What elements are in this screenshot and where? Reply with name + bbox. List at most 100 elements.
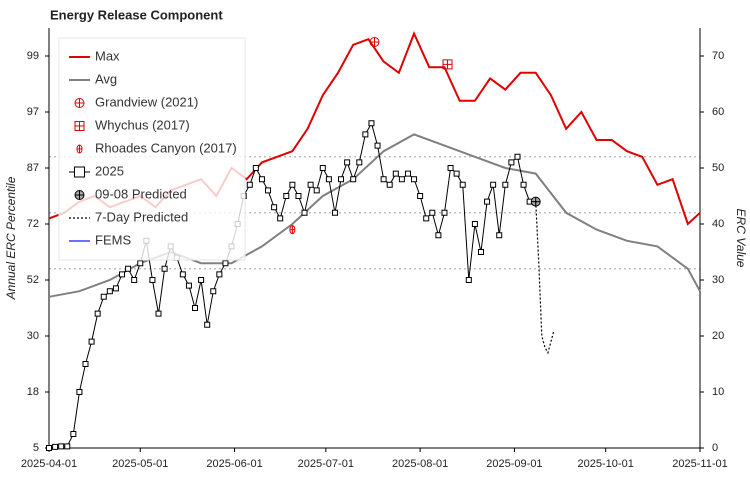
y2-tick-label: 30 bbox=[712, 274, 724, 286]
legend-marker bbox=[74, 98, 85, 108]
y-tick-label: 30 bbox=[27, 330, 39, 342]
data-point bbox=[490, 181, 497, 188]
y-tick-label: 87 bbox=[27, 162, 39, 174]
x-tick-label: 2025-11-01 bbox=[672, 458, 727, 470]
data-point bbox=[325, 176, 332, 183]
data-point bbox=[283, 193, 290, 199]
data-point bbox=[484, 198, 491, 205]
data-point bbox=[119, 271, 126, 278]
legend-label: 7-Day Predicted bbox=[95, 209, 188, 224]
data-point bbox=[161, 265, 168, 272]
data-point bbox=[368, 120, 375, 127]
data-point bbox=[471, 221, 478, 227]
y-tick-label: 52 bbox=[27, 274, 39, 286]
legend-label: Avg bbox=[95, 71, 117, 86]
data-point bbox=[465, 277, 472, 283]
x-tick-label: 2025-08-01 bbox=[392, 458, 448, 470]
data-point bbox=[88, 338, 95, 345]
x-tick-label: 2025-09-01 bbox=[486, 458, 542, 470]
y2-axis-label: ERC Value bbox=[734, 209, 748, 268]
data-point bbox=[137, 260, 144, 267]
x-tick-label: 2025-06-01 bbox=[206, 458, 262, 470]
x-tick-label: 2025-10-01 bbox=[578, 458, 634, 470]
data-point bbox=[380, 176, 387, 183]
data-point bbox=[82, 361, 89, 367]
data-point bbox=[477, 249, 484, 255]
y2-tick-label: 10 bbox=[712, 386, 724, 398]
data-point bbox=[46, 445, 52, 451]
legend-marker bbox=[74, 121, 85, 131]
data-point bbox=[216, 271, 223, 278]
legend-label: Rhoades Canyon (2017) bbox=[95, 140, 237, 155]
data-point bbox=[429, 209, 436, 216]
data-point bbox=[404, 170, 411, 177]
y2-tick-label: 70 bbox=[712, 50, 724, 62]
data-point bbox=[331, 209, 338, 216]
data-point bbox=[58, 443, 65, 450]
legend-label: 2025 bbox=[95, 163, 124, 178]
data-point bbox=[369, 37, 380, 47]
data-point bbox=[496, 232, 503, 239]
data-point bbox=[179, 271, 186, 278]
data-point bbox=[307, 181, 314, 188]
data-point bbox=[319, 165, 326, 171]
data-point bbox=[271, 204, 278, 211]
data-point bbox=[313, 187, 320, 194]
legend-marker bbox=[76, 144, 83, 154]
legend-marker bbox=[74, 190, 85, 200]
data-point bbox=[52, 443, 59, 450]
data-point bbox=[252, 165, 259, 171]
y2-tick-label: 20 bbox=[712, 330, 724, 342]
data-point bbox=[459, 181, 466, 188]
data-point bbox=[350, 176, 357, 183]
data-point bbox=[453, 170, 460, 177]
data-point bbox=[295, 193, 302, 199]
data-point bbox=[411, 176, 418, 183]
data-point bbox=[106, 288, 113, 295]
data-point bbox=[246, 181, 253, 188]
data-point bbox=[447, 165, 454, 171]
data-point bbox=[362, 131, 369, 138]
legend: Max Avg Grandview (2021) Whychus (2017) Rhoa… bbox=[58, 37, 246, 261]
data-point bbox=[155, 310, 162, 317]
legend-box bbox=[58, 37, 246, 261]
y-tick-label: 72 bbox=[27, 218, 39, 230]
data-point bbox=[222, 260, 229, 267]
x-tick-label: 2025-04-01 bbox=[21, 458, 77, 470]
data-point bbox=[76, 389, 83, 395]
x-tick-label: 2025-05-01 bbox=[112, 458, 168, 470]
y2-tick-label: 0 bbox=[712, 442, 718, 454]
data-point bbox=[277, 215, 284, 222]
data-point bbox=[204, 321, 211, 328]
data-point bbox=[185, 282, 192, 289]
data-point bbox=[112, 285, 119, 292]
data-point bbox=[374, 142, 381, 149]
data-point bbox=[435, 232, 442, 239]
y2-tick-label: 60 bbox=[712, 106, 724, 118]
y-tick-label: 97 bbox=[27, 106, 39, 118]
data-point bbox=[386, 181, 393, 188]
data-point bbox=[289, 225, 296, 235]
data-point bbox=[258, 176, 265, 183]
legend-label: Max bbox=[95, 48, 120, 63]
data-point bbox=[520, 181, 527, 188]
y2-tick-label: 40 bbox=[712, 218, 724, 230]
series-line bbox=[535, 201, 555, 355]
data-point bbox=[338, 176, 345, 183]
data-point bbox=[265, 187, 272, 194]
data-point bbox=[64, 443, 71, 450]
chart-title: Energy Release Component bbox=[50, 7, 223, 22]
data-point bbox=[514, 153, 521, 160]
data-point bbox=[508, 159, 515, 166]
y-axis-label: Annual ERC Percentile bbox=[4, 176, 18, 300]
data-point bbox=[417, 193, 424, 199]
legend-label: Whychus (2017) bbox=[95, 117, 190, 132]
data-point bbox=[356, 159, 363, 166]
data-point bbox=[423, 215, 430, 222]
data-point bbox=[131, 277, 138, 283]
x-tick-label: 2025-07-01 bbox=[298, 458, 354, 470]
data-point bbox=[70, 431, 77, 437]
data-point bbox=[149, 277, 156, 283]
y2-tick-label: 50 bbox=[712, 162, 724, 174]
